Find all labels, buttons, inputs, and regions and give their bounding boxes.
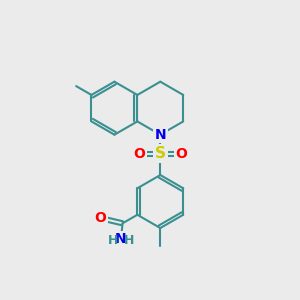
Text: O: O (133, 147, 145, 161)
Text: S: S (155, 146, 166, 161)
Text: N: N (154, 128, 166, 142)
Text: O: O (94, 211, 106, 225)
Text: O: O (176, 147, 188, 161)
Text: H: H (107, 234, 118, 248)
Text: H: H (124, 234, 134, 248)
Text: N: N (115, 232, 127, 246)
